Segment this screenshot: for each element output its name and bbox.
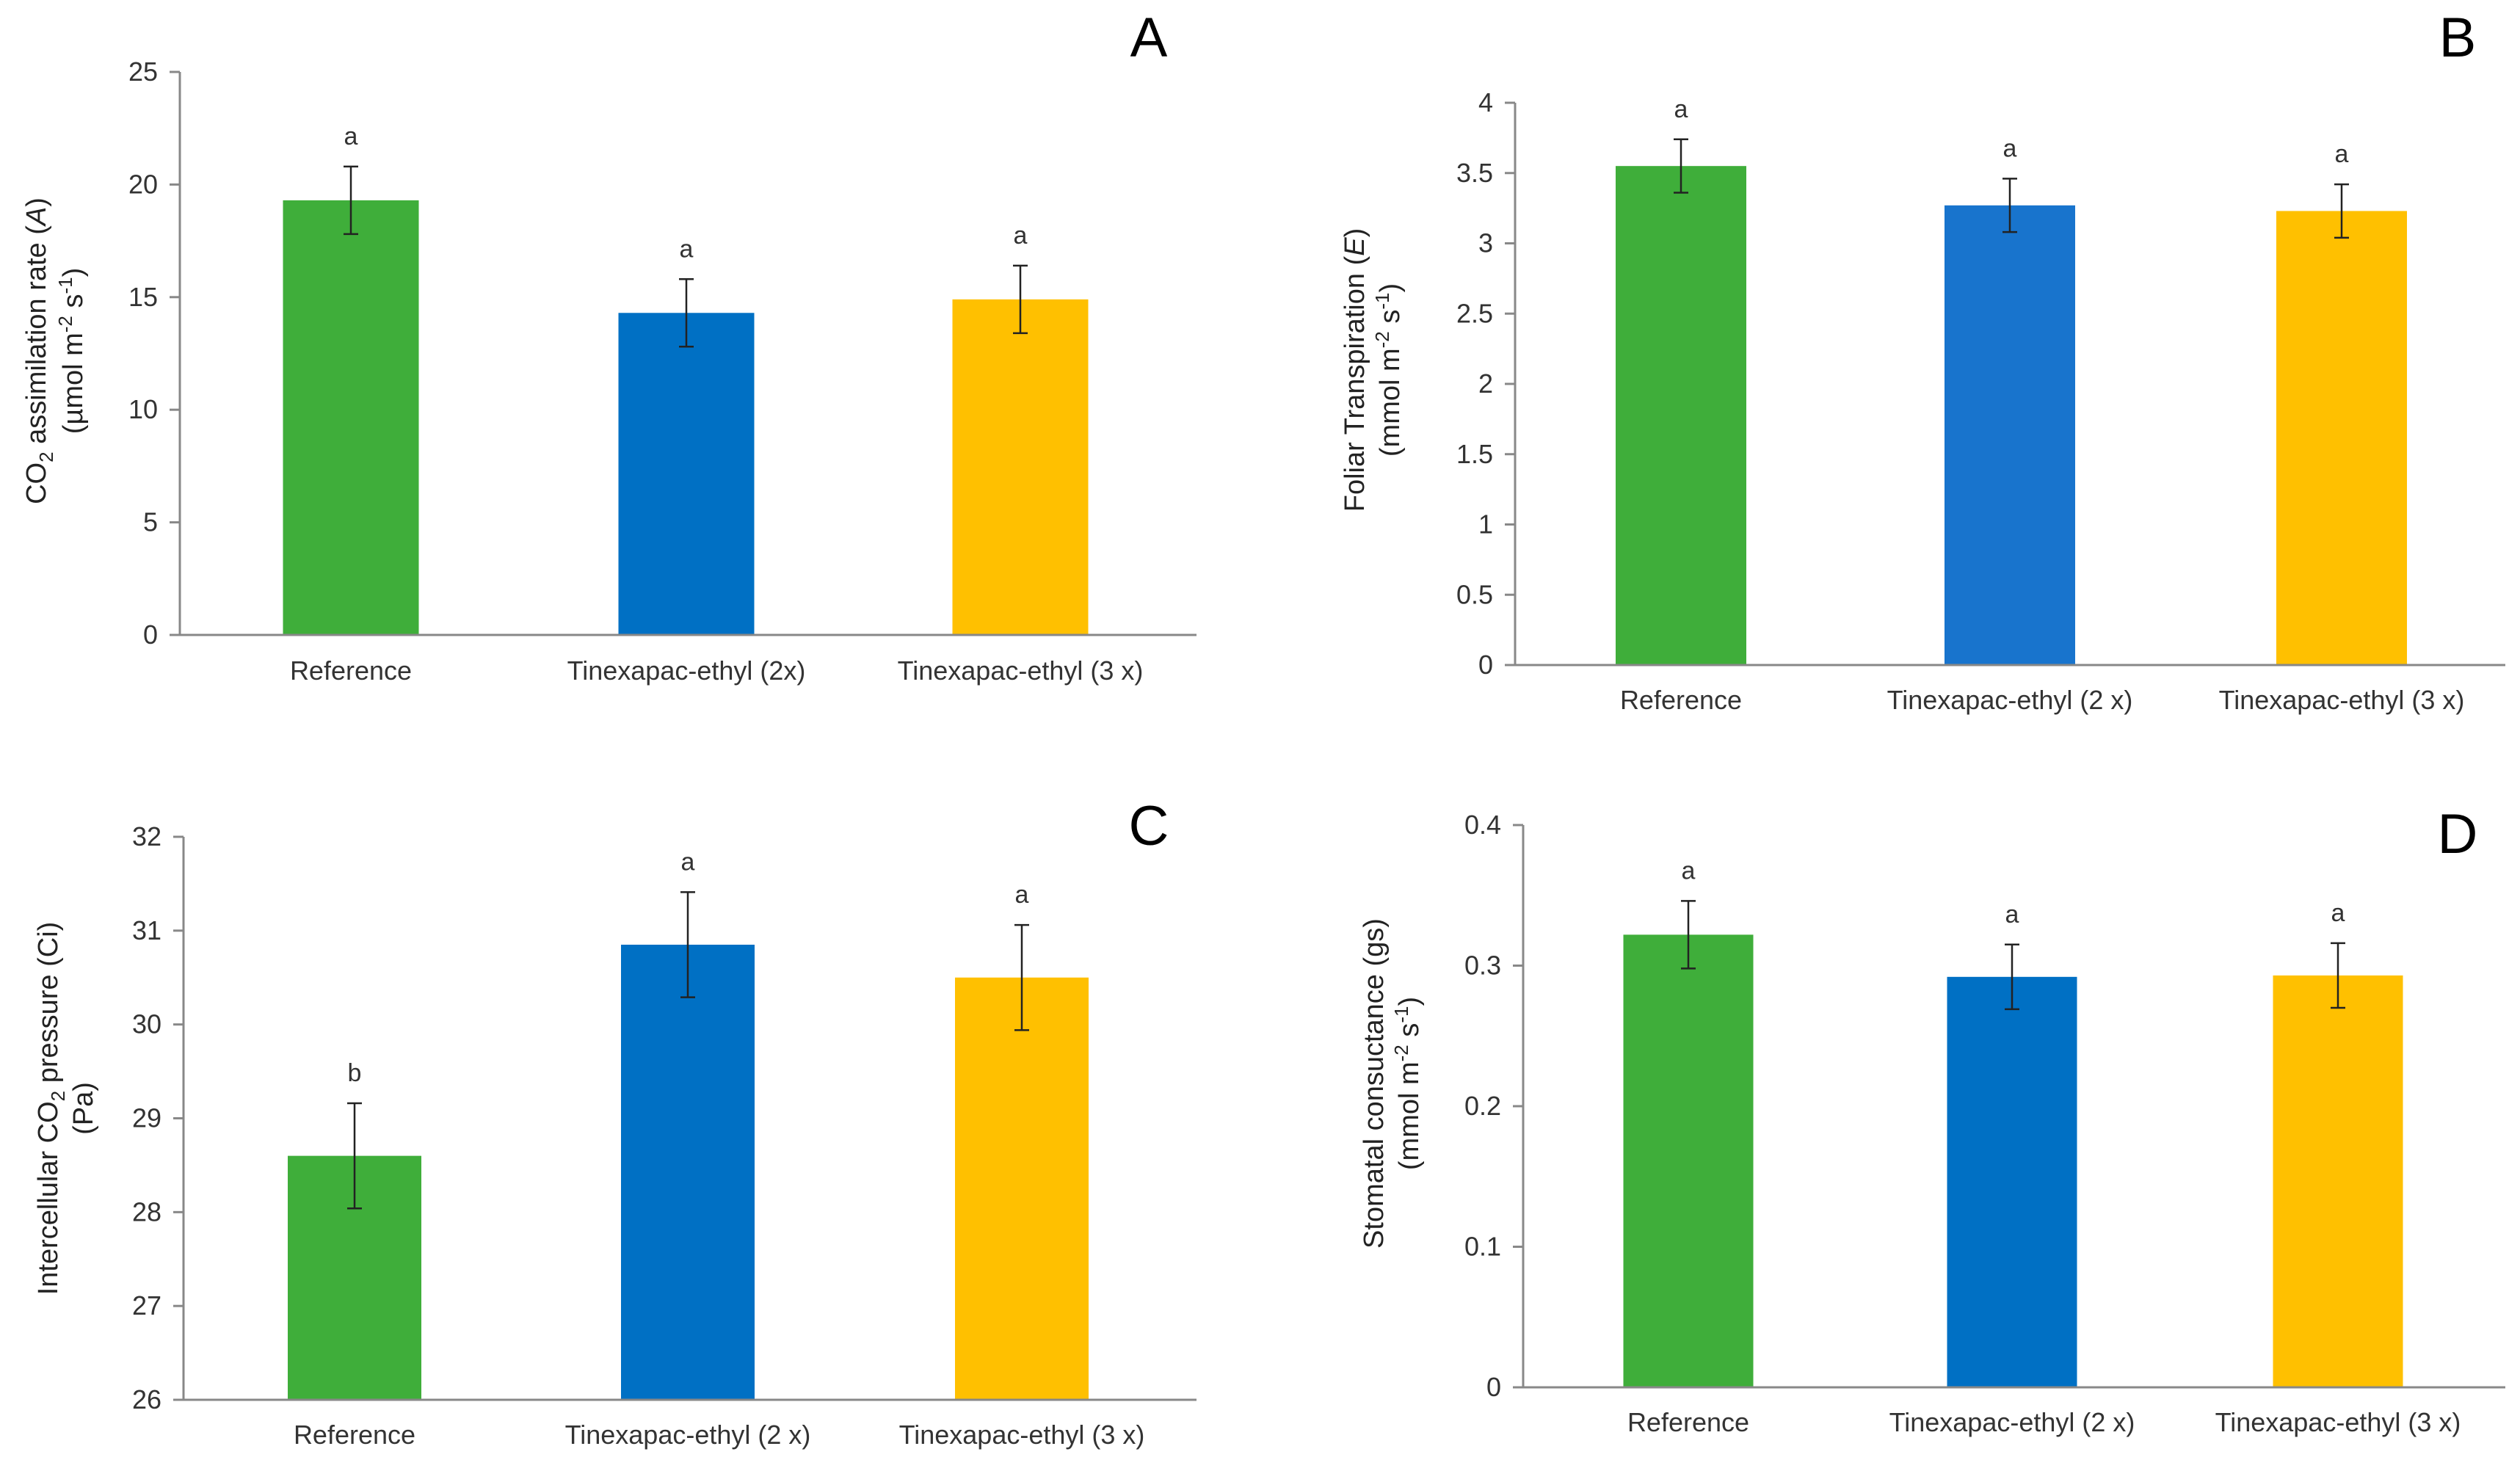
y-tick-label-a: 10	[128, 394, 158, 424]
significance-label-d-2: a	[2005, 901, 2019, 929]
y-tick-label-b: 1.5	[1456, 439, 1493, 469]
panel-d: D Stomatal consuctance (gs) (mmol m-2 s-…	[1359, 803, 2505, 1437]
category-label-b-3: Tinexapac-ethyl (3 x)	[2219, 685, 2465, 715]
category-label-c-3: Tinexapac-ethyl (3 x)	[899, 1420, 1145, 1450]
panel-letter-a: A	[1130, 7, 1168, 69]
y-tick-label-c: 32	[132, 821, 161, 851]
y-tick-label-b: 0.5	[1456, 579, 1493, 609]
category-label-a-1: Reference	[290, 655, 412, 686]
y-tick-label-b: 2	[1478, 368, 1493, 399]
panel-c: C Intercellular CO2 pressure (Ci) (Pa) 2…	[33, 795, 1197, 1450]
significance-label-c-2: a	[681, 848, 695, 876]
y-tick-label-a: 15	[128, 282, 158, 312]
panel-a: A CO2 assimilation rate (A) (µmol m-2 s-…	[21, 7, 1197, 686]
bar-c-2	[621, 945, 755, 1400]
bar-d-3	[2273, 975, 2403, 1387]
y-tick-label-b: 4	[1478, 87, 1493, 117]
error-bar-b-2	[2002, 178, 2017, 233]
significance-label-c-3: a	[1015, 881, 1029, 909]
y-tick-label-d: 0.4	[1464, 810, 1501, 840]
y-tick-label-d: 0.2	[1464, 1091, 1501, 1121]
significance-label-a-3: a	[1014, 222, 1028, 250]
error-bar-a-3	[1013, 264, 1028, 335]
panel-letter-d: D	[2438, 803, 2478, 865]
y-axis-label-a-line1: CO2 assimilation rate (A)	[21, 197, 57, 504]
panel-letter-c: C	[1129, 795, 1169, 857]
error-bar-d-3	[2331, 942, 2345, 1009]
y-tick-label-c: 31	[132, 915, 161, 945]
error-bar-c-3	[1014, 923, 1029, 1031]
y-axis-label-b-line2: (mmol m-2 s-1)	[1371, 283, 1406, 457]
y-tick-label-c: 29	[132, 1103, 161, 1133]
significance-label-d-3: a	[2331, 899, 2345, 927]
y-tick-label-d: 0.3	[1464, 951, 1501, 981]
bar-b-1	[1616, 166, 1746, 666]
y-tick-label-d: 0	[1486, 1372, 1501, 1402]
error-bar-c-1	[347, 1102, 362, 1210]
error-bar-a-1	[344, 165, 358, 236]
y-axis-label-d-line2: (mmol m-2 s-1)	[1390, 997, 1425, 1170]
y-tick-label-c: 26	[132, 1384, 161, 1414]
significance-label-b-2: a	[2003, 134, 2017, 162]
error-bar-b-3	[2334, 183, 2349, 239]
y-tick-label-b: 2.5	[1456, 298, 1493, 328]
category-label-d-2: Tinexapac-ethyl (2 x)	[1889, 1407, 2135, 1437]
y-tick-label-c: 27	[132, 1290, 161, 1321]
bar-b-2	[1945, 205, 2075, 665]
y-axis-label-d-line1: Stomatal consuctance (gs)	[1359, 918, 1390, 1249]
error-bar-a-2	[679, 278, 694, 348]
y-tick-label-a: 25	[128, 57, 158, 87]
bar-c-3	[955, 977, 1089, 1400]
category-label-a-2: Tinexapac-ethyl (2x)	[567, 655, 806, 686]
panel-letter-b: B	[2439, 7, 2477, 69]
bar-b-3	[2276, 211, 2407, 666]
error-bar-d-1	[1681, 900, 1696, 970]
bar-a-2	[618, 313, 755, 635]
y-axis-label-a-line2: (µmol m-2 s-1)	[54, 268, 89, 434]
y-tick-label-a: 5	[143, 507, 158, 537]
bar-d-2	[1947, 976, 2077, 1387]
y-tick-label-c: 30	[132, 1009, 161, 1039]
significance-label-c-1: b	[348, 1059, 362, 1087]
significance-label-b-3: a	[2335, 140, 2349, 168]
bar-a-3	[952, 299, 1089, 635]
category-label-c-1: Reference	[294, 1420, 415, 1450]
category-label-b-1: Reference	[1620, 685, 1742, 715]
category-label-c-2: Tinexapac-ethyl (2 x)	[565, 1420, 811, 1450]
y-tick-label-b: 3	[1478, 228, 1493, 258]
y-tick-label-b: 3.5	[1456, 158, 1493, 188]
significance-label-b-1: a	[1674, 95, 1688, 123]
bar-a-1	[283, 200, 419, 636]
y-axis-label-c-line2: (Pa)	[68, 1082, 99, 1135]
panel-b: B Foliar Transpiration (E) (mmol m-2 s-1…	[1340, 7, 2505, 715]
error-bar-c-2	[680, 891, 695, 998]
error-bar-b-1	[1674, 138, 1688, 194]
y-axis-label-b-line1: Foliar Transpiration (E)	[1340, 228, 1370, 512]
y-tick-label-a: 20	[128, 169, 158, 199]
significance-label-a-2: a	[680, 235, 694, 263]
y-tick-label-d: 0.1	[1464, 1232, 1501, 1262]
y-tick-label-c: 28	[132, 1196, 161, 1227]
y-tick-label-a: 0	[143, 620, 158, 650]
y-axis-label-c-line1: Intercellular CO2 pressure (Ci)	[33, 922, 69, 1296]
category-label-b-2: Tinexapac-ethyl (2 x)	[1887, 685, 2133, 715]
y-tick-label-b: 1	[1478, 509, 1493, 540]
significance-label-a-1: a	[344, 123, 358, 150]
category-label-d-3: Tinexapac-ethyl (3 x)	[2215, 1407, 2461, 1437]
y-tick-label-b: 0	[1478, 650, 1493, 680]
bar-d-1	[1623, 934, 1754, 1387]
category-label-a-3: Tinexapac-ethyl (3 x)	[898, 655, 1144, 686]
error-bar-d-2	[2005, 943, 2019, 1011]
significance-label-d-1: a	[1682, 857, 1696, 885]
category-label-d-1: Reference	[1627, 1407, 1749, 1437]
